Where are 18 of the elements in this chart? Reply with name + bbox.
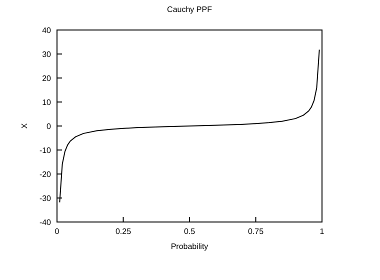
y-tick-label: 30 xyxy=(42,50,52,59)
y-tick-label: 40 xyxy=(42,26,52,35)
x-tick-label: 0.75 xyxy=(248,227,264,236)
x-axis-title: Probability xyxy=(170,242,208,251)
y-tick-label: 20 xyxy=(42,74,52,83)
chart-title: Cauchy PPF xyxy=(167,5,212,14)
y-axis-title: X xyxy=(20,122,29,129)
y-tick-label: 0 xyxy=(46,122,52,131)
x-tick-label: 0.25 xyxy=(115,227,132,236)
x-tick-label: 1 xyxy=(320,227,325,236)
y-tick-label: 10 xyxy=(42,98,52,107)
y-tick-label: -20 xyxy=(39,170,52,179)
y-tick-label: -30 xyxy=(39,194,52,203)
x-tick-label: 0.5 xyxy=(184,227,196,236)
x-tick-label: 0 xyxy=(54,227,60,236)
y-tick-label: -40 xyxy=(39,218,52,227)
y-tick-label: -10 xyxy=(39,146,52,155)
line-series xyxy=(59,49,320,203)
